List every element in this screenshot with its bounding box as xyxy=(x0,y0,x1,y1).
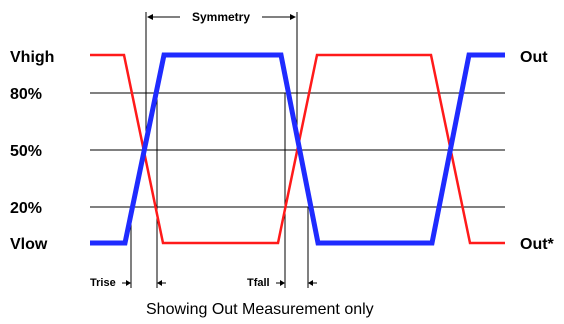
level-20-label: 20% xyxy=(10,200,42,217)
level-80-label: 80% xyxy=(10,86,42,103)
symmetry-arrowhead-left xyxy=(147,14,153,20)
out-label: Out xyxy=(520,49,548,66)
trise-label: Trise xyxy=(90,277,116,289)
out-complement-label: Out* xyxy=(520,236,555,253)
tfall-arrowhead-right xyxy=(308,280,313,286)
out-waveform xyxy=(90,52,505,246)
trise-arrowhead-right xyxy=(157,280,162,286)
tfall-label: Tfall xyxy=(247,277,270,289)
trise-arrowhead-left xyxy=(126,280,131,286)
level-50-label: 50% xyxy=(10,143,42,160)
vlow-label: Vlow xyxy=(10,236,48,253)
symmetry-arrowhead-right xyxy=(290,14,296,20)
caption: Showing Out Measurement only xyxy=(146,301,374,318)
symmetry-label: Symmetry xyxy=(192,10,250,24)
tfall-arrowhead-left xyxy=(280,280,285,286)
vhigh-label: Vhigh xyxy=(10,49,54,66)
